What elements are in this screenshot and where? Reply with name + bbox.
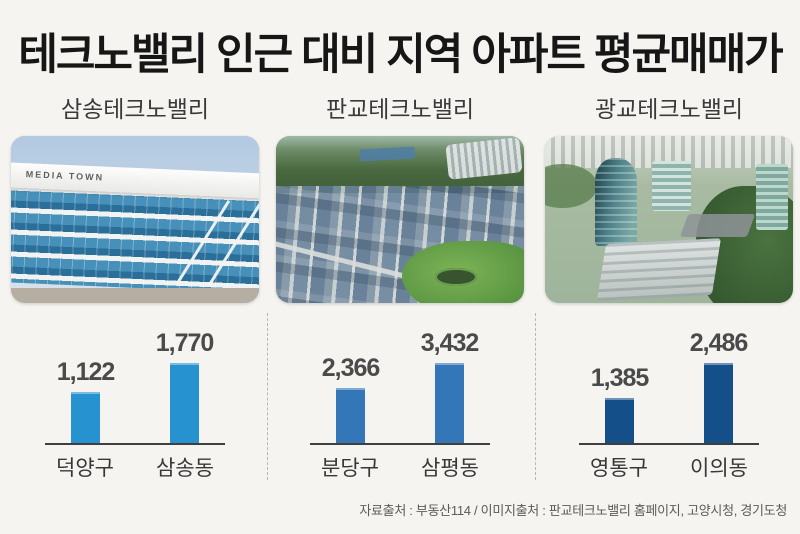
photo-low-building [596,238,722,301]
photo-trees [545,164,598,208]
category-label: 삼평동 [421,457,479,480]
photo-mint-tower [651,161,692,212]
bar-uiui: 2,486 [690,329,748,443]
category-label: 영통구 [590,457,648,480]
samsong-photo: MEDIA TOWN [11,136,259,303]
category-label: 이의동 [690,457,748,480]
pangyo-photo [276,136,524,303]
chart-plot: 1,122 1,770 [45,303,225,445]
photo-pond [434,267,477,287]
category-label: 덕양구 [56,457,114,480]
bar-samsong: 1,770 [156,329,214,443]
dashed-divider [267,313,268,480]
bar-sampyeong: 3,432 [421,329,479,443]
bar-value-label: 2,366 [321,354,381,382]
section-title-gwanggyo: 광교테크노밸리 [594,96,744,122]
category-label: 삼송동 [156,457,214,480]
photo-right-tower [755,164,789,230]
category-labels: 분당구 삼평동 [310,452,490,482]
page-title: 테크노밸리 인근 대비 지역 아파트 평균매매가 [18,31,783,79]
section-title-pangyo: 판교테크노밸리 [325,96,475,122]
bar-value-label: 1,770 [155,329,215,357]
section-samsong: 삼송테크노밸리 MEDIA TOWN [11,94,259,303]
building-facade [11,185,259,294]
category-labels: 영통구 이의동 [579,452,759,482]
dashed-divider [535,313,536,480]
bar-yeongtong: 1,385 [591,364,649,443]
bar-deogyang: 1,122 [57,358,115,443]
photo-factory [360,146,416,161]
category-label: 분당구 [321,457,379,480]
bar-value-label: 1,385 [590,364,650,392]
bar-value-label: 3,432 [420,329,480,357]
category-labels: 덕양구 삼송동 [45,452,225,482]
gwanggyo-photo [545,136,793,303]
chart-gwanggyo: 1,385 2,486 영통구 이의동 [545,303,793,482]
chart-plot: 2,366 3,432 [310,303,490,445]
chart-samsong: 1,122 1,770 덕양구 삼송동 [11,303,259,482]
section-title-samsong: 삼송테크노밸리 [60,96,210,122]
bar-value-label: 1,122 [56,358,116,386]
photo-parking-lot [679,214,756,238]
chart-pangyo: 2,366 3,432 분당구 삼평동 [276,303,524,482]
chart-plot: 1,385 2,486 [579,303,759,445]
photo-ground [11,287,259,303]
source-credit: 자료출처 : 부동산114 / 이미지출처 : 판교테크노밸리 홈페이지, 고양… [359,503,787,518]
section-gwanggyo: 광교테크노밸리 [545,94,793,303]
section-pangyo: 판교테크노밸리 [276,94,524,303]
bar-bundang: 2,366 [322,354,380,443]
photo-sign-text: MEDIA TOWN [25,168,105,183]
photo-curved-tower [594,157,637,247]
bar-value-label: 2,486 [689,329,749,357]
